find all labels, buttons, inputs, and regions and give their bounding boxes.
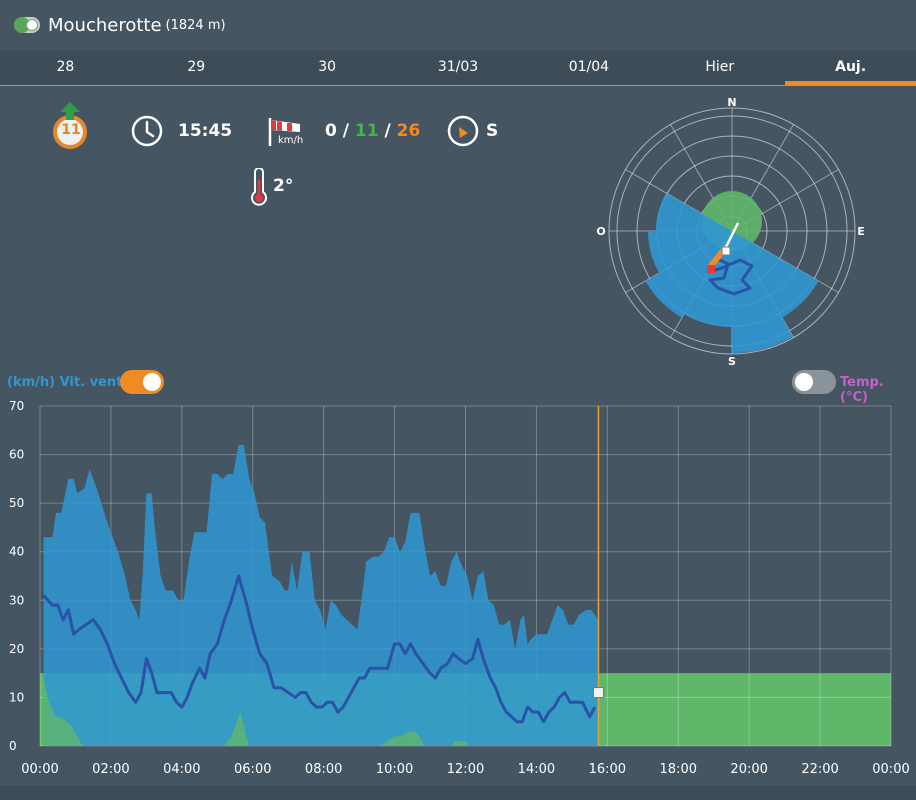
clock-icon bbox=[131, 115, 163, 147]
y-tick-label: 40 bbox=[9, 545, 24, 559]
wind-chart: 0 10 20 30 40 50 60 70 00:00 02:00 04:00 06:00 08:0… bbox=[9, 399, 910, 777]
wind-rose-data bbox=[645, 191, 819, 353]
station-altitude: (1824 m) bbox=[165, 17, 226, 33]
rose-sector bbox=[645, 231, 732, 318]
chart-series bbox=[42, 406, 604, 746]
rose-wind-arrow-tail bbox=[707, 265, 715, 273]
tab-01-04[interactable]: 01/04 bbox=[568, 59, 610, 75]
rose-trace bbox=[707, 256, 754, 296]
rose-label-n: N bbox=[727, 96, 736, 109]
tab-aujourdhui[interactable]: Auj. bbox=[785, 51, 916, 86]
wind-max-area bbox=[43, 444, 599, 746]
rose-label-e: E bbox=[857, 225, 865, 238]
wind-max: 26 bbox=[396, 121, 421, 141]
x-tick-label: 00:00 bbox=[872, 762, 909, 777]
header: Moucherotte (1824 m) bbox=[0, 0, 916, 50]
tab-28[interactable]: 28 bbox=[56, 59, 75, 75]
windsock-icon bbox=[268, 118, 300, 146]
now-marker bbox=[592, 687, 604, 699]
x-axis-ticks: 00:00 02:00 04:00 06:00 08:00 10:00 12:00 14:00… bbox=[21, 762, 909, 777]
day-tabs: 28 29 30 31/03 01/04 Hier Auj. bbox=[0, 51, 916, 86]
rose-label-o: O bbox=[596, 225, 605, 238]
badge-value: 11 bbox=[61, 122, 81, 138]
x-tick-label: 06:00 bbox=[234, 762, 271, 777]
tab-29[interactable]: 29 bbox=[187, 59, 206, 75]
x-tick-label: 10:00 bbox=[376, 762, 413, 777]
rose-label-s: S bbox=[728, 355, 736, 368]
thermometer-icon bbox=[251, 168, 267, 206]
rose-sector bbox=[732, 231, 793, 353]
x-tick-label: 22:00 bbox=[801, 762, 838, 777]
wind-values: 0 / 11 / 26 bbox=[325, 121, 420, 141]
station-toggle[interactable] bbox=[14, 17, 40, 33]
rose-sector bbox=[648, 231, 732, 273]
y-tick-label: 50 bbox=[9, 496, 24, 510]
wind-avg: 11 bbox=[354, 121, 379, 141]
temp-series-label: Temp. (°C) bbox=[840, 375, 884, 405]
rose-current-marker bbox=[721, 246, 731, 256]
x-tick-label: 14:00 bbox=[518, 762, 555, 777]
wind-avg-line bbox=[42, 574, 597, 724]
tab-hier[interactable]: Hier bbox=[705, 59, 735, 75]
direction-value: S bbox=[486, 121, 499, 141]
time-value: 15:45 bbox=[178, 121, 233, 141]
y-tick-label: 70 bbox=[9, 399, 24, 413]
wind-series-toggle[interactable] bbox=[120, 370, 164, 394]
x-tick-label: 08:00 bbox=[305, 762, 342, 777]
x-tick-label: 04:00 bbox=[163, 762, 200, 777]
x-tick-label: 16:00 bbox=[589, 762, 626, 777]
badge-arrow-icon bbox=[53, 102, 87, 149]
x-tick-label: 18:00 bbox=[660, 762, 697, 777]
tab-31-03[interactable]: 31/03 bbox=[437, 59, 479, 75]
tab-30[interactable]: 30 bbox=[318, 59, 337, 75]
temperature-value: 2° bbox=[273, 176, 294, 196]
rose-ring bbox=[608, 107, 856, 355]
wind-unit: km/h bbox=[278, 135, 304, 146]
y-tick-label: 0 bbox=[9, 739, 17, 753]
bottom-bar bbox=[0, 786, 916, 800]
wind-sep: / bbox=[342, 121, 349, 141]
compass-icon bbox=[447, 115, 479, 147]
y-tick-label: 30 bbox=[9, 593, 24, 607]
wind-series-label: (km/h) Vit. vent bbox=[7, 375, 123, 390]
y-tick-label: 20 bbox=[9, 642, 24, 656]
rose-current-needle bbox=[722, 222, 740, 252]
x-tick-label: 00:00 bbox=[21, 762, 58, 777]
rose-sector bbox=[656, 193, 732, 231]
x-tick-label: 12:00 bbox=[447, 762, 484, 777]
toggle-knob bbox=[795, 373, 813, 391]
x-tick-label: 02:00 bbox=[92, 762, 129, 777]
y-axis-ticks: 0 10 20 30 40 50 60 70 bbox=[9, 399, 24, 753]
y-tick-label: 10 bbox=[9, 690, 24, 704]
rose-sector bbox=[732, 231, 819, 318]
temp-series-toggle[interactable] bbox=[792, 370, 836, 394]
x-tick-label: 20:00 bbox=[730, 762, 767, 777]
station-name: Moucherotte bbox=[48, 14, 162, 36]
wind-rose: N E S O bbox=[596, 96, 865, 368]
wind-min: 0 bbox=[325, 121, 337, 141]
toggle-knob bbox=[143, 373, 161, 391]
y-tick-label: 60 bbox=[9, 448, 24, 462]
wind-sep: / bbox=[384, 121, 391, 141]
